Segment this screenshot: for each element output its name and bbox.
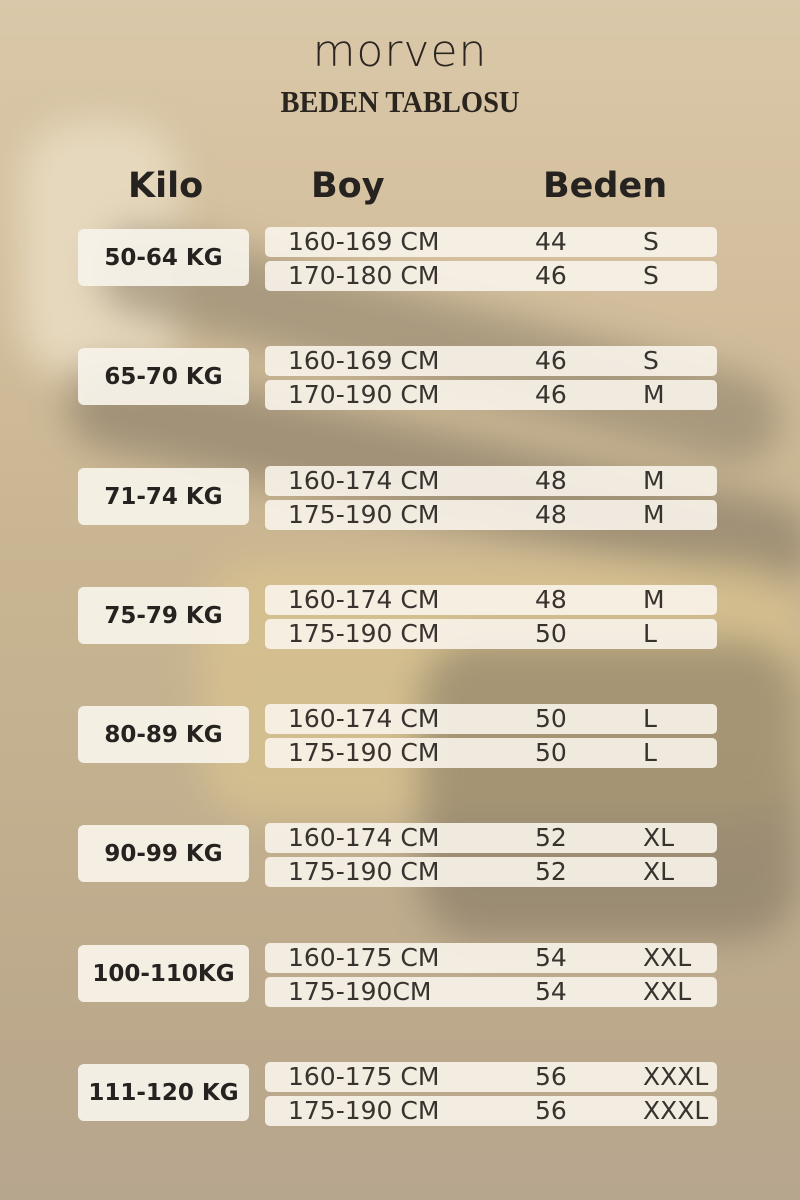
- beden-number: 46: [535, 380, 567, 409]
- beden-number: 50: [535, 738, 567, 767]
- boy-range: 175-190 CM: [288, 619, 440, 648]
- table-row: 160-169 CM 44 S: [265, 227, 717, 257]
- beden-size: L: [643, 704, 657, 733]
- beden-size: XXL: [643, 943, 692, 972]
- beden-size: XXL: [643, 977, 692, 1006]
- size-group: 65-70 KG 160-169 CM 46 S 170-190 CM 46 M: [0, 345, 800, 410]
- boy-range: 170-190 CM: [288, 380, 440, 409]
- kilo-range: 71-74 KG: [78, 468, 249, 525]
- boy-range: 160-169 CM: [288, 346, 440, 375]
- table-row: 175-190 CM 56 XXXL: [265, 1096, 717, 1126]
- table-row: 175-190 CM 52 XL: [265, 857, 717, 887]
- beden-number: 56: [535, 1096, 567, 1125]
- kilo-range: 50-64 KG: [78, 229, 249, 286]
- beden-size: S: [643, 261, 659, 290]
- beden-size: S: [643, 227, 659, 256]
- brand-logo: morven: [312, 26, 488, 77]
- table-row: 160-175 CM 56 XXXL: [265, 1062, 717, 1092]
- size-group: 100-110KG 160-175 CM 54 XXL 175-190CM 54…: [0, 942, 800, 1007]
- table-row: 160-174 CM 48 M: [265, 585, 717, 615]
- beden-number: 48: [535, 585, 567, 614]
- size-group: 80-89 KG 160-174 CM 50 L 175-190 CM 50 L: [0, 703, 800, 768]
- beden-size: M: [643, 585, 665, 614]
- boy-range: 160-175 CM: [288, 943, 440, 972]
- size-group: 90-99 KG 160-174 CM 52 XL 175-190 CM 52 …: [0, 822, 800, 887]
- table-row: 160-169 CM 46 S: [265, 346, 717, 376]
- table-row: 175-190 CM 48 M: [265, 500, 717, 530]
- beden-number: 52: [535, 857, 567, 886]
- beden-size: M: [643, 380, 665, 409]
- boy-range: 175-190CM: [288, 977, 432, 1006]
- boy-range: 160-169 CM: [288, 227, 440, 256]
- background-shape: [420, 640, 800, 940]
- beden-size: S: [643, 346, 659, 375]
- boy-range: 160-174 CM: [288, 823, 440, 852]
- boy-range: 175-190 CM: [288, 738, 440, 767]
- size-group: 111-120 KG 160-175 CM 56 XXXL 175-190 CM…: [0, 1061, 800, 1126]
- table-row: 175-190 CM 50 L: [265, 619, 717, 649]
- header-kilo: Kilo: [128, 166, 204, 206]
- beden-size: XL: [643, 823, 675, 852]
- beden-size: XXXL: [643, 1062, 709, 1091]
- beden-size: XXXL: [643, 1096, 709, 1125]
- boy-range: 175-190 CM: [288, 857, 440, 886]
- beden-number: 54: [535, 943, 567, 972]
- beden-number: 50: [535, 619, 567, 648]
- beden-number: 48: [535, 466, 567, 495]
- boy-range: 175-190 CM: [288, 500, 440, 529]
- boy-range: 175-190 CM: [288, 1096, 440, 1125]
- boy-range: 160-174 CM: [288, 704, 440, 733]
- size-group: 71-74 KG 160-174 CM 48 M 175-190 CM 48 M: [0, 465, 800, 530]
- kilo-range: 80-89 KG: [78, 706, 249, 763]
- beden-number: 52: [535, 823, 567, 852]
- boy-range: 160-175 CM: [288, 1062, 440, 1091]
- size-group: 50-64 KG 160-169 CM 44 S 170-180 CM 46 S: [0, 226, 800, 291]
- table-row: 175-190 CM 50 L: [265, 738, 717, 768]
- boy-range: 160-174 CM: [288, 585, 440, 614]
- table-row: 160-175 CM 54 XXL: [265, 943, 717, 973]
- table-row: 175-190CM 54 XXL: [265, 977, 717, 1007]
- header-beden: Beden: [543, 166, 668, 206]
- kilo-range: 65-70 KG: [78, 348, 249, 405]
- beden-size: M: [643, 466, 665, 495]
- size-group: 75-79 KG 160-174 CM 48 M 175-190 CM 50 L: [0, 584, 800, 649]
- table-row: 160-174 CM 50 L: [265, 704, 717, 734]
- beden-number: 48: [535, 500, 567, 529]
- kilo-range: 100-110KG: [78, 945, 249, 1002]
- table-row: 160-174 CM 52 XL: [265, 823, 717, 853]
- beden-number: 46: [535, 261, 567, 290]
- kilo-range: 75-79 KG: [78, 587, 249, 644]
- page-title: BEDEN TABLOSU: [280, 84, 520, 119]
- beden-size: M: [643, 500, 665, 529]
- kilo-range: 90-99 KG: [78, 825, 249, 882]
- beden-number: 46: [535, 346, 567, 375]
- beden-number: 44: [535, 227, 567, 256]
- boy-range: 170-180 CM: [288, 261, 440, 290]
- boy-range: 160-174 CM: [288, 466, 440, 495]
- beden-number: 56: [535, 1062, 567, 1091]
- table-row: 170-180 CM 46 S: [265, 261, 717, 291]
- beden-number: 50: [535, 704, 567, 733]
- header-boy: Boy: [311, 166, 385, 206]
- table-row: 160-174 CM 48 M: [265, 466, 717, 496]
- beden-size: L: [643, 738, 657, 767]
- beden-size: XL: [643, 857, 675, 886]
- table-row: 170-190 CM 46 M: [265, 380, 717, 410]
- beden-size: L: [643, 619, 657, 648]
- kilo-range: 111-120 KG: [78, 1064, 249, 1121]
- beden-number: 54: [535, 977, 567, 1006]
